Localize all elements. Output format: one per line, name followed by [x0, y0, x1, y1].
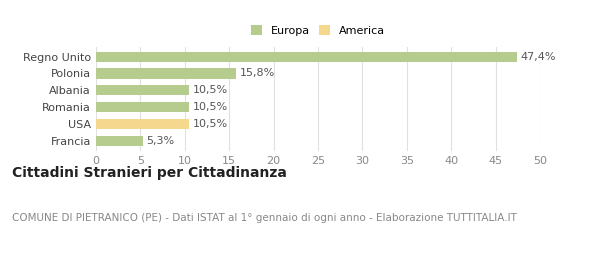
Text: 15,8%: 15,8% [240, 68, 275, 79]
Bar [96, 102, 189, 112]
Text: 5,3%: 5,3% [146, 136, 175, 146]
Text: 10,5%: 10,5% [193, 85, 228, 95]
Bar [96, 51, 517, 62]
Bar [96, 136, 143, 146]
Text: COMUNE DI PIETRANICO (PE) - Dati ISTAT al 1° gennaio di ogni anno - Elaborazione: COMUNE DI PIETRANICO (PE) - Dati ISTAT a… [12, 213, 517, 223]
Text: 47,4%: 47,4% [520, 51, 556, 62]
Bar [96, 68, 236, 79]
Bar [96, 85, 189, 95]
Text: 10,5%: 10,5% [193, 102, 228, 112]
Bar [96, 119, 189, 129]
Legend: Europa, America: Europa, America [249, 23, 387, 38]
Text: Cittadini Stranieri per Cittadinanza: Cittadini Stranieri per Cittadinanza [12, 166, 287, 180]
Text: 10,5%: 10,5% [193, 119, 228, 129]
